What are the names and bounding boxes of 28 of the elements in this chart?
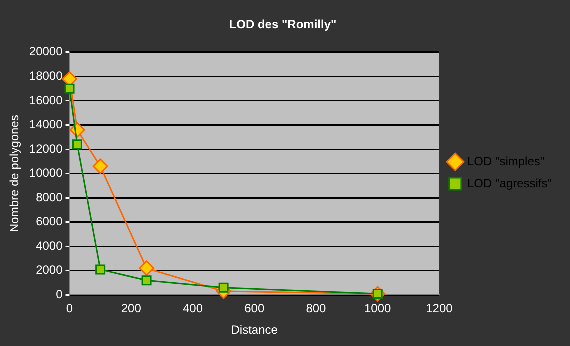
y-tick-label: 12000 [29,142,64,156]
y-tick-label: 6000 [36,214,64,229]
point [72,140,82,150]
point [92,158,108,174]
point [96,264,106,275]
point [139,260,155,276]
x-tick-label: 800 [306,302,327,316]
y-axis-title: Nombre de polygones [8,115,22,233]
y-tick-label: 14000 [29,118,64,132]
point [218,282,229,293]
x-axis-title: Distance [231,323,278,338]
x-tick-label: 1200 [426,302,454,316]
point [64,84,75,94]
x-tick-label: 1000 [364,302,392,316]
y-tick-label: 16000 [29,93,64,108]
y-tick-label: 2000 [36,263,64,278]
y-tick-label: 10000 [29,166,64,180]
y-tick-label: 4000 [36,238,64,253]
y-tick-label: 0 [56,288,64,302]
chart-title: LOD des "Romilly" [229,18,337,32]
x-tick-label: 600 [244,302,265,316]
x-tick-label: 400 [182,302,204,316]
point [142,276,152,286]
y-tick-label: 18000 [29,68,64,83]
y-tick-label: 8000 [36,190,64,204]
y-tick-label: 20000 [29,44,64,59]
x-tick-label: 0 [66,302,74,316]
x-tick-label: 200 [121,302,142,316]
